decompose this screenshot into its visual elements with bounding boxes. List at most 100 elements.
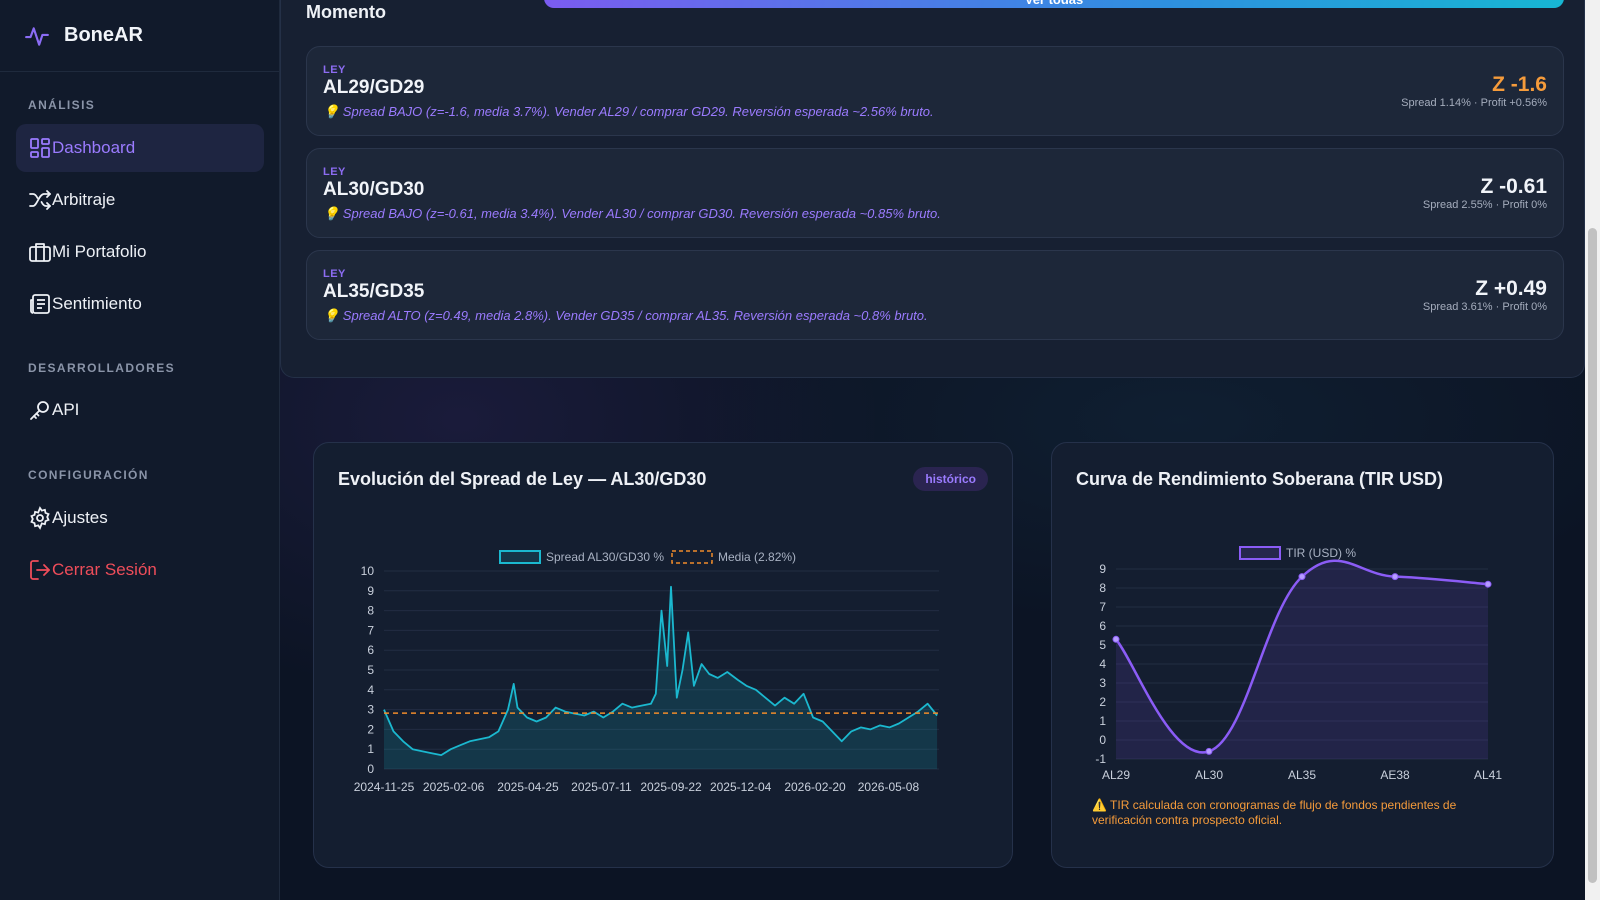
section-title-analisis: ANÁLISIS xyxy=(28,98,96,112)
opportunity-description: 💡 Spread BAJO (z=-0.61, media 3.4%). Ven… xyxy=(323,206,941,221)
sidebar-item-label: Arbitraje xyxy=(52,190,116,209)
opportunity-tag: LEY xyxy=(323,268,346,280)
opportunity-zscore: Z +0.49 xyxy=(1475,277,1547,300)
sidebar-item-sentimiento[interactable]: Sentimiento xyxy=(16,280,264,328)
y-tick-label: 2 xyxy=(1099,695,1106,709)
spread-chart-title: Evolución del Spread de Ley — AL30/GD30 xyxy=(338,469,707,489)
tir-point xyxy=(1298,573,1306,581)
opportunities-title: Momento xyxy=(306,2,386,22)
y-tick-label: 6 xyxy=(1099,619,1106,633)
opportunity-card[interactable]: LEY AL35/GD35 💡 Spread ALTO (z=0.49, med… xyxy=(306,250,1564,340)
opportunity-zscore: Z -1.6 xyxy=(1492,73,1547,96)
y-tick-label: 9 xyxy=(367,584,374,598)
legend-swatch-tir xyxy=(1239,546,1281,560)
sidebar-item-ajustes[interactable]: Ajustes xyxy=(16,494,264,542)
y-tick-label: -1 xyxy=(1095,752,1106,766)
sidebar-item-api[interactable]: API xyxy=(16,386,264,434)
opportunity-stats: Spread 3.61% · Profit 0% xyxy=(1422,301,1547,313)
legend-label-media: Media (2.82%) xyxy=(718,550,796,564)
shuffle-icon xyxy=(29,190,51,210)
y-tick-label: 10 xyxy=(361,564,375,578)
opportunity-pair: AL29/GD29 xyxy=(323,77,425,98)
sidebar-item-label: Ajustes xyxy=(52,508,108,527)
y-tick-label: 8 xyxy=(1099,581,1106,595)
y-tick-label: 0 xyxy=(367,762,374,776)
yield-chart: TIR (USD) % -1 0 1 2 3 4 5 6 7 8 9 AL29 AL30 AL35 AE38 A… xyxy=(1095,546,1502,782)
section-title-desarrolladores: DESARROLLADORES xyxy=(28,361,176,375)
sidebar-item-logout[interactable]: Cerrar Sesión xyxy=(16,546,264,594)
y-tick-label: 0 xyxy=(1099,733,1106,747)
legend-label-tir: TIR (USD) % xyxy=(1286,546,1356,560)
x-tick-label: 2025-02-06 xyxy=(423,780,485,794)
sidebar-item-label: Dashboard xyxy=(52,138,136,157)
pulse-icon xyxy=(25,26,49,46)
x-tick-label: AL30 xyxy=(1195,768,1223,782)
spread-chart-card: Evolución del Spread de Ley — AL30/GD30 … xyxy=(313,442,1013,868)
y-tick-label: 5 xyxy=(367,663,374,677)
opportunities-panel: Momento Ver todas LEY AL29/GD29 💡 Spread… xyxy=(280,0,1585,378)
tir-point xyxy=(1484,580,1492,588)
y-tick-label: 4 xyxy=(367,683,374,697)
key-icon xyxy=(30,401,49,420)
y-tick-label: 3 xyxy=(367,703,374,717)
legend-label-spread: Spread AL30/GD30 % xyxy=(546,550,664,564)
scrollbar-thumb[interactable] xyxy=(1588,228,1597,883)
briefcase-icon xyxy=(29,243,51,262)
tir-point xyxy=(1391,573,1399,581)
tir-area xyxy=(1116,560,1488,759)
y-tick-label: 7 xyxy=(367,623,374,637)
brand-name: BoneAR xyxy=(64,24,143,46)
x-tick-label: 2025-09-22 xyxy=(640,780,702,794)
newspaper-icon xyxy=(30,294,50,314)
y-tick-label: 3 xyxy=(1099,676,1106,690)
sidebar: BoneAR ANÁLISIS Dashboard Arbitraje Mi P… xyxy=(0,0,280,900)
view-all-button[interactable]: Ver todas xyxy=(544,0,1564,8)
x-tick-label: 2026-05-08 xyxy=(858,780,920,794)
x-tick-label: AL29 xyxy=(1102,768,1130,782)
spread-line xyxy=(383,585,938,756)
opportunity-card[interactable]: LEY AL30/GD30 💡 Spread BAJO (z=-0.61, me… xyxy=(306,148,1564,238)
sidebar-item-dashboard[interactable]: Dashboard xyxy=(16,124,264,172)
y-tick-label: 6 xyxy=(367,643,374,657)
opportunity-tag: LEY xyxy=(323,166,346,178)
yield-chart-card: Curva de Rendimiento Soberana (TIR USD) … xyxy=(1051,442,1554,868)
opportunity-zscore: Z -0.61 xyxy=(1480,175,1547,198)
opportunity-stats: Spread 2.55% · Profit 0% xyxy=(1422,199,1547,211)
opportunity-pair: AL35/GD35 xyxy=(323,281,425,302)
y-tick-label: 1 xyxy=(367,742,374,756)
x-tick-label: 2025-12-04 xyxy=(710,780,772,794)
x-tick-label: AL35 xyxy=(1288,768,1316,782)
tir-point xyxy=(1112,635,1120,643)
opportunity-stats: Spread 1.14% · Profit +0.56% xyxy=(1401,97,1547,109)
tir-warning-note: ⚠️ TIR calculada con cronogramas de fluj… xyxy=(1092,798,1457,827)
y-tick-label: 2 xyxy=(367,722,374,736)
logout-icon xyxy=(30,560,50,580)
y-tick-label: 5 xyxy=(1099,638,1106,652)
x-tick-label: AE38 xyxy=(1380,768,1410,782)
legend-swatch-media xyxy=(671,550,713,564)
opportunity-pair: AL30/GD30 xyxy=(323,179,425,200)
section-title-configuracion: CONFIGURACIÓN xyxy=(28,468,149,482)
main-content: Momento Ver todas LEY AL29/GD29 💡 Spread… xyxy=(280,0,1585,900)
spread-area xyxy=(384,586,938,769)
sidebar-item-label: API xyxy=(52,400,80,419)
y-tick-label: 4 xyxy=(1099,657,1106,671)
opportunity-tag: LEY xyxy=(323,64,346,76)
y-tick-label: 1 xyxy=(1099,714,1106,728)
x-tick-label: 2025-04-25 xyxy=(497,780,559,794)
sidebar-item-portafolio[interactable]: Mi Portafolio xyxy=(16,228,264,276)
brand[interactable]: BoneAR xyxy=(0,0,279,72)
yield-chart-title: Curva de Rendimiento Soberana (TIR USD) xyxy=(1076,469,1444,489)
opportunity-description: 💡 Spread ALTO (z=0.49, media 2.8%). Vend… xyxy=(323,308,928,323)
historico-badge: histórico xyxy=(913,467,988,491)
dashboard-icon xyxy=(30,138,50,158)
spread-chart: Spread AL30/GD30 % Media (2.82%) 0 1 2 3 4 5 6 7 8… xyxy=(354,550,939,794)
y-tick-label: 7 xyxy=(1099,600,1106,614)
opportunity-card[interactable]: LEY AL29/GD29 💡 Spread BAJO (z=-1.6, med… xyxy=(306,46,1564,136)
sidebar-item-arbitraje[interactable]: Arbitraje xyxy=(16,176,264,224)
sidebar-item-label: Sentimiento xyxy=(52,294,142,313)
tir-line xyxy=(1115,559,1489,754)
y-tick-label: 8 xyxy=(367,604,374,618)
scrollbar[interactable] xyxy=(1585,0,1600,900)
y-tick-label: 9 xyxy=(1099,562,1106,576)
